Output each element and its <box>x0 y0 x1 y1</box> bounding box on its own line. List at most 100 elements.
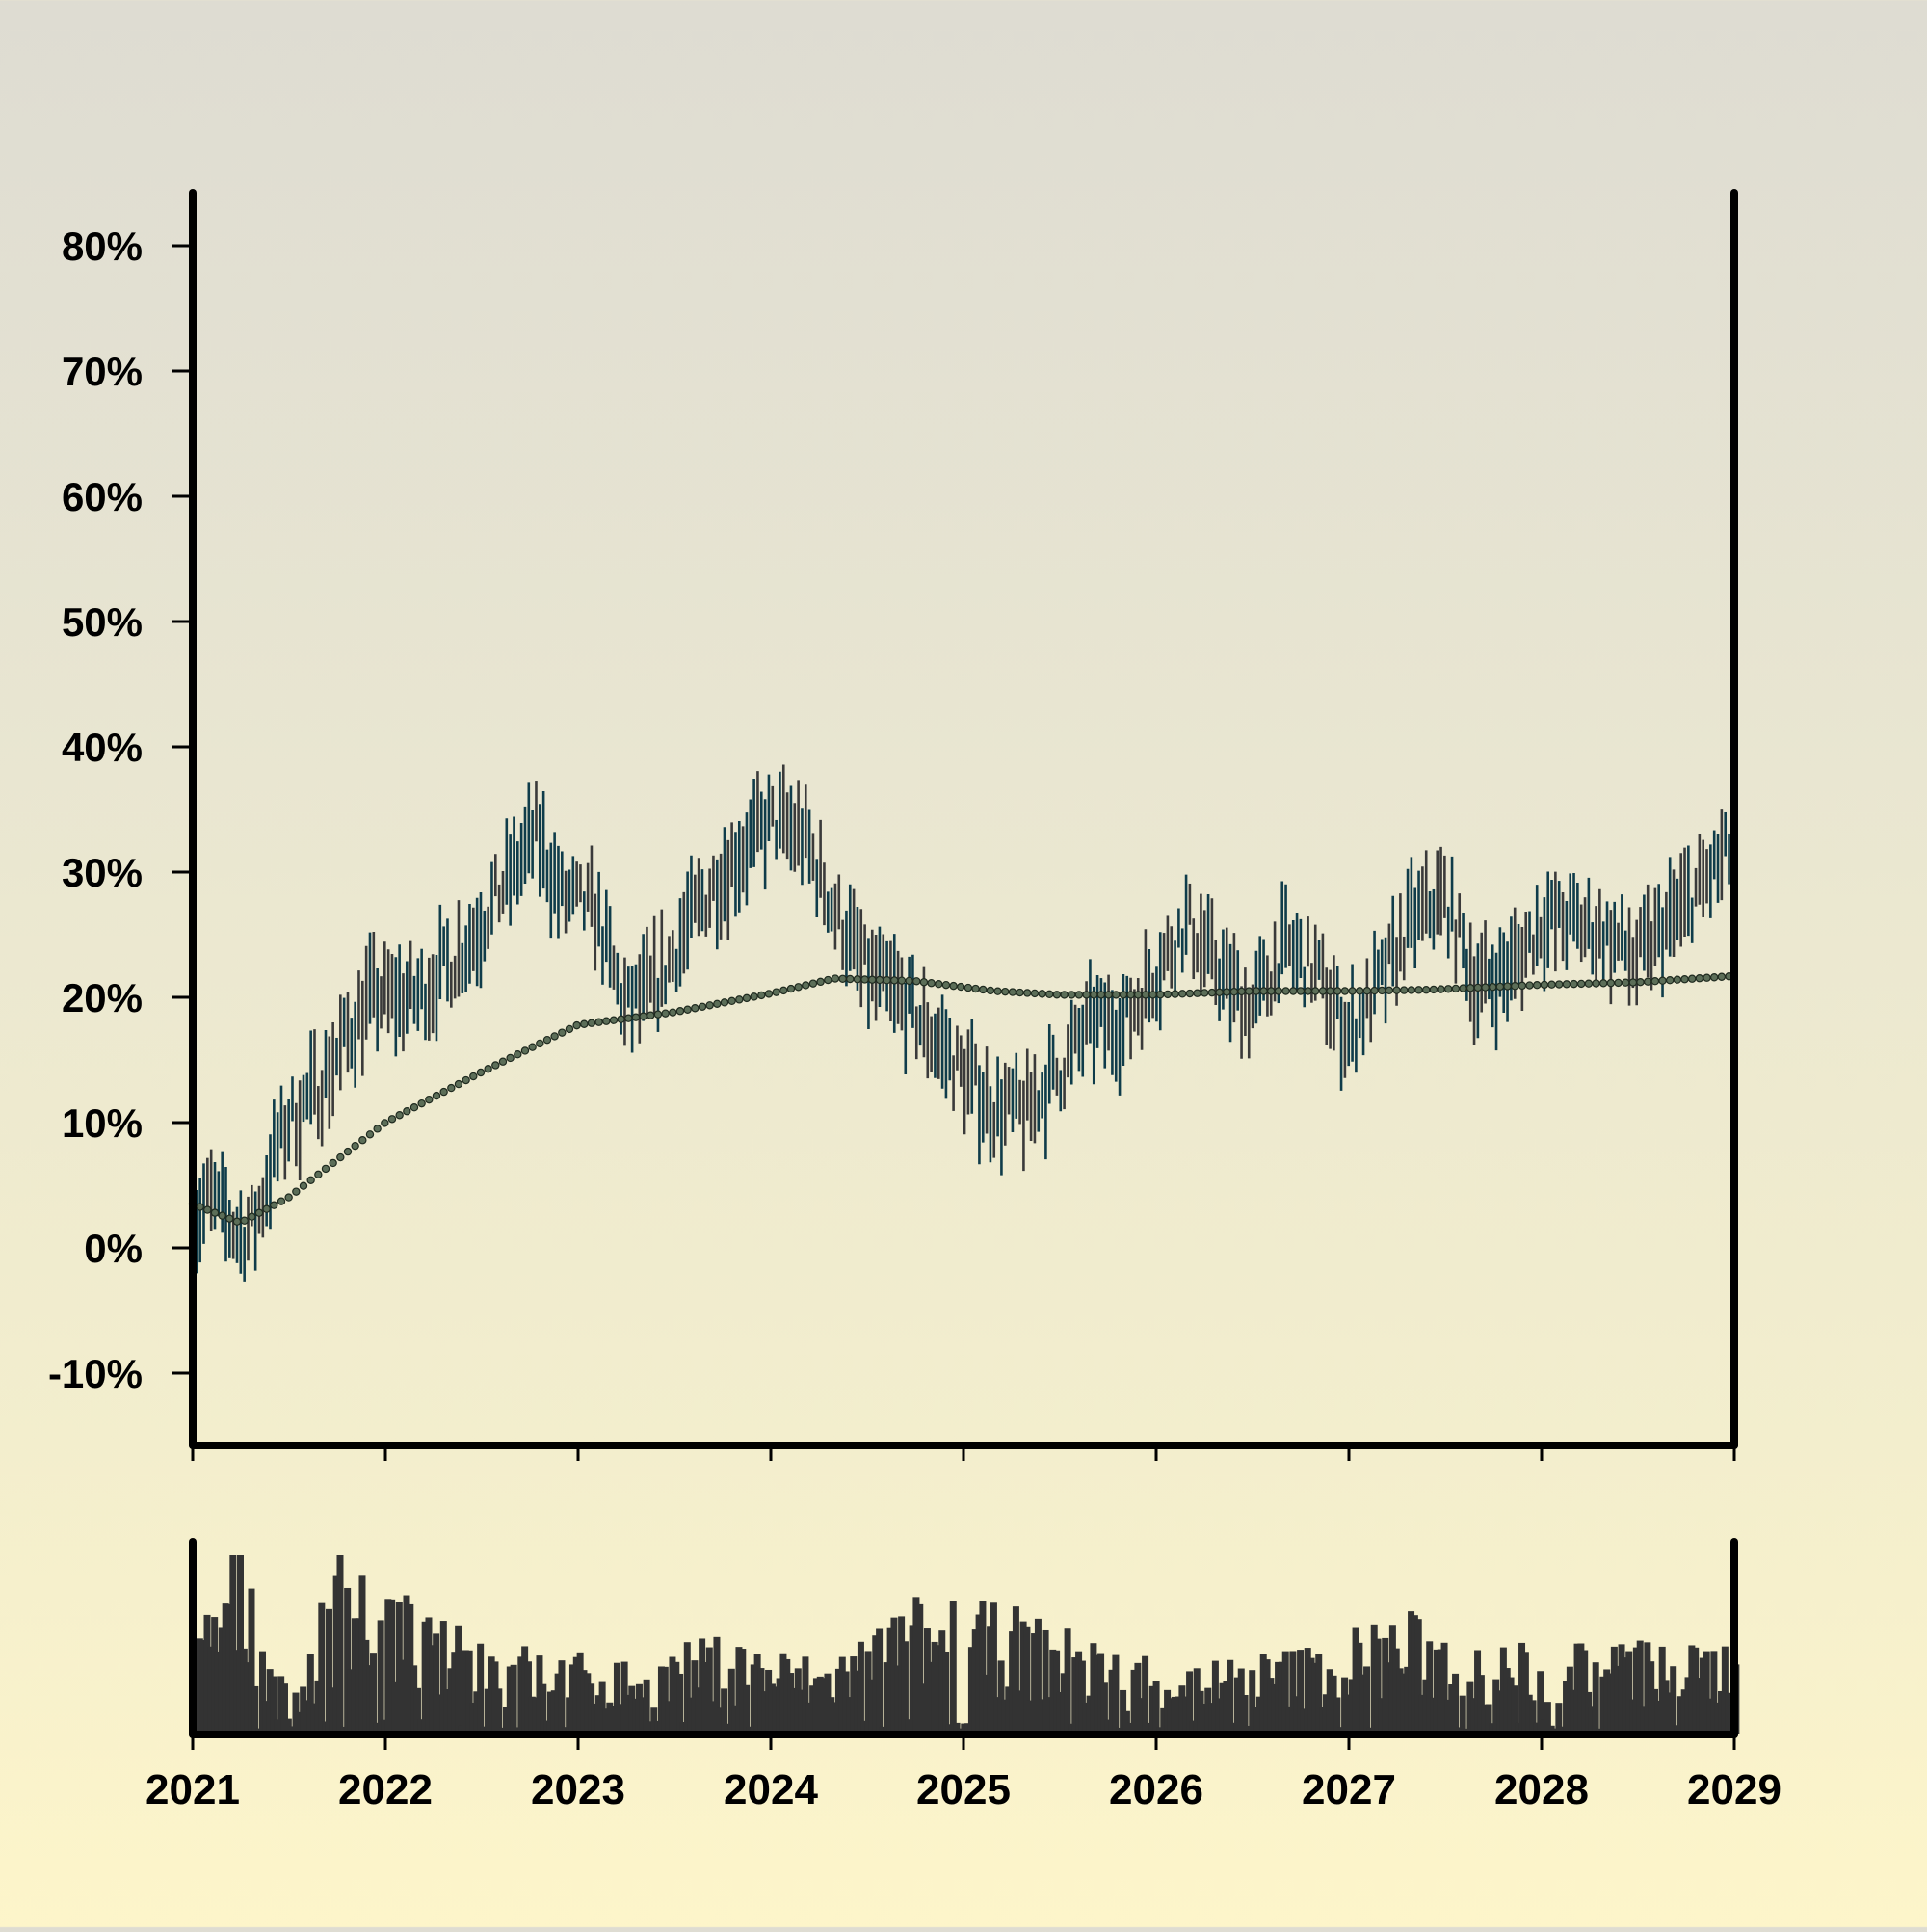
y-tick-label: 30% <box>62 850 143 895</box>
moving-average-point <box>750 992 758 1001</box>
volume-bar <box>288 1726 296 1734</box>
volume-bar <box>1404 1666 1412 1734</box>
moving-average-point <box>542 1035 552 1045</box>
volume-bar <box>1515 1722 1522 1734</box>
moving-average-point <box>964 983 973 992</box>
moving-average-point <box>1304 987 1312 995</box>
volume-bar <box>251 1685 259 1734</box>
volume-bar <box>1097 1653 1105 1734</box>
moving-average-point <box>1414 986 1423 994</box>
volume-bar <box>935 1645 942 1734</box>
moving-average-point <box>720 998 729 1007</box>
volume-bar <box>543 1720 551 1734</box>
volume-bar <box>1721 1646 1729 1734</box>
moving-average-point <box>1584 979 1594 988</box>
volume-bar <box>886 1627 894 1734</box>
volume-bar <box>961 1723 968 1734</box>
volume-bar <box>1204 1687 1212 1734</box>
volume-bar <box>1581 1650 1589 1734</box>
moving-average-point <box>1451 984 1461 993</box>
moving-average-point <box>1422 986 1431 994</box>
volume-bar <box>1064 1628 1071 1734</box>
moving-average-point <box>935 979 943 989</box>
moving-average-point <box>439 1087 448 1097</box>
moving-average-point <box>1622 978 1630 987</box>
moving-average-point <box>764 990 774 998</box>
volume-bar <box>779 1653 787 1734</box>
volume-bar <box>1592 1662 1599 1734</box>
volume-bar <box>550 1690 558 1734</box>
volume-bar <box>739 1649 747 1734</box>
volume-bar <box>439 1621 447 1734</box>
volume-bar <box>532 1697 540 1734</box>
moving-average-point <box>343 1147 353 1156</box>
moving-average-dots <box>188 972 1733 1226</box>
volume-bar <box>971 1629 979 1734</box>
moving-average-point <box>824 975 832 985</box>
volume-bar <box>1322 1694 1330 1734</box>
volume-bar <box>1563 1681 1571 1734</box>
volume-bar <box>701 1661 709 1734</box>
moving-average-point <box>1259 987 1268 995</box>
moving-average-point <box>1141 991 1150 999</box>
volume-bar <box>713 1636 721 1734</box>
volume-bar <box>369 1653 377 1734</box>
volume-bar <box>949 1601 957 1734</box>
moving-average-point <box>808 979 818 988</box>
volume-bar <box>1145 1722 1152 1734</box>
volume-bar <box>1045 1697 1053 1734</box>
volume-bar <box>812 1678 820 1734</box>
volume-bar <box>1629 1699 1637 1734</box>
moving-average-point <box>565 1024 574 1034</box>
volume-bar <box>717 1707 725 1734</box>
moving-average-point <box>270 1201 278 1209</box>
moving-average-point <box>1296 987 1306 995</box>
y-tick-label: 20% <box>62 975 143 1020</box>
volume-bar <box>857 1641 864 1734</box>
moving-average-point <box>757 991 766 1000</box>
volume-bar <box>1027 1700 1035 1734</box>
moving-average-point <box>705 1001 714 1010</box>
y-tick-label: 80% <box>62 224 143 269</box>
volume-bar <box>1023 1626 1031 1734</box>
volume-bar <box>1392 1648 1400 1734</box>
volume-bar <box>1016 1690 1023 1734</box>
volume-bar <box>580 1670 588 1734</box>
volume-bar <box>898 1616 906 1734</box>
volume-bar <box>1577 1643 1585 1734</box>
volume-bar <box>1275 1661 1282 1734</box>
volume-bar <box>1211 1660 1219 1734</box>
volume-bar <box>1414 1619 1422 1734</box>
volume-bar <box>1134 1662 1142 1734</box>
moving-average-point <box>1318 987 1328 995</box>
volume-bar <box>1255 1696 1263 1734</box>
volume-bar <box>1518 1642 1526 1734</box>
volume-bar <box>1676 1696 1684 1734</box>
volume-bar <box>1142 1655 1149 1734</box>
moving-average-point <box>1148 991 1157 999</box>
volume-bar <box>262 1701 270 1734</box>
volume-bar <box>761 1691 769 1734</box>
volume-bar <box>1271 1683 1279 1734</box>
moving-average-point <box>1030 989 1040 998</box>
moving-average-point <box>1134 991 1143 999</box>
volume-bar <box>1001 1699 1009 1734</box>
volume-bar <box>558 1660 566 1734</box>
moving-average-point <box>675 1007 685 1016</box>
volume-bar <box>809 1685 817 1734</box>
moving-average-point <box>218 1211 226 1220</box>
moving-average-point <box>1709 973 1719 982</box>
volume-bar <box>502 1706 510 1734</box>
volume-bar <box>1363 1666 1371 1734</box>
volume-bar <box>872 1635 880 1734</box>
moving-average-point <box>727 996 736 1006</box>
volume-bar <box>229 1555 237 1734</box>
moving-average-point <box>1104 991 1113 999</box>
volume-bar <box>993 1697 1001 1734</box>
volume-bar <box>1201 1703 1208 1734</box>
volume-bar <box>407 1603 414 1734</box>
volume-bar <box>850 1656 858 1734</box>
volume-bar <box>1094 1654 1101 1734</box>
